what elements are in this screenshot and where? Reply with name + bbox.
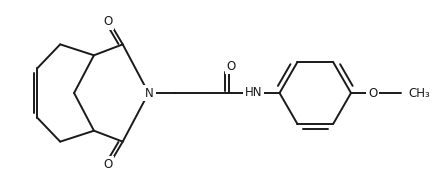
Text: O: O	[103, 15, 112, 28]
Text: N: N	[145, 87, 154, 99]
Text: CH₃: CH₃	[408, 87, 429, 99]
Text: O: O	[226, 60, 235, 73]
Text: O: O	[367, 87, 377, 99]
Text: HN: HN	[244, 85, 262, 99]
Text: O: O	[103, 158, 112, 171]
